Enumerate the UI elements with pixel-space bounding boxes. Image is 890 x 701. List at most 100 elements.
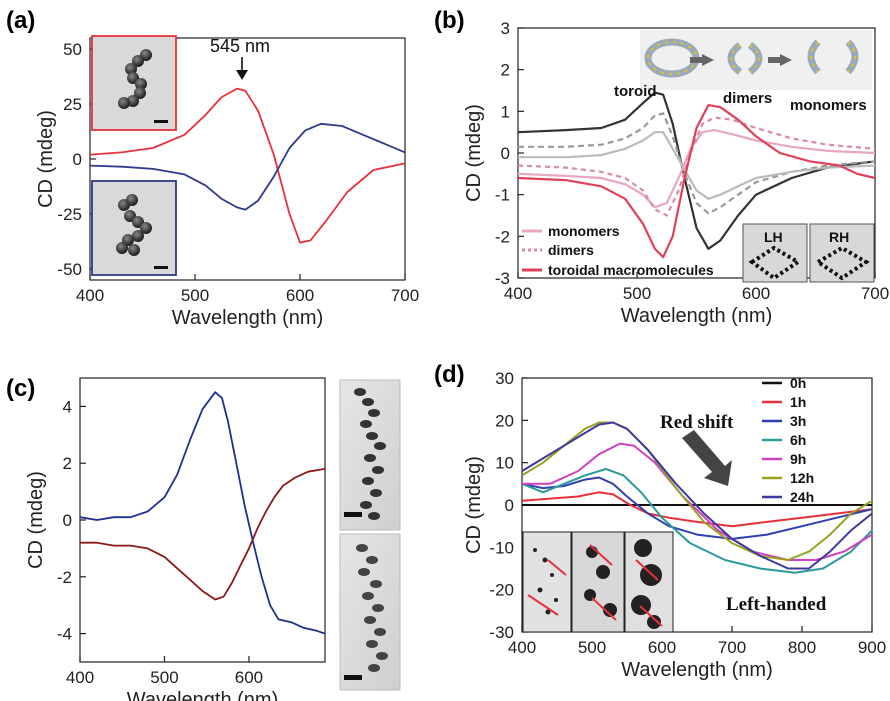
series-line-c-0: [79, 391, 326, 635]
panel-label-b: (b): [434, 7, 465, 34]
assembly-scheme: toroid dimers monomers: [614, 30, 872, 114]
legend-b: monomers dimers toroidal macromolecules: [522, 223, 714, 278]
arrow-icon: [768, 54, 792, 66]
series-line-3h: [521, 476, 873, 540]
y-tick-label: 4: [63, 397, 72, 416]
x-tick-label: 600: [648, 638, 676, 657]
plot-frame-c: [79, 377, 326, 663]
y-tick-label: 10: [495, 454, 514, 473]
tem-inset-d: [522, 531, 674, 633]
x-tick-label: 500: [181, 286, 209, 305]
y-tick-label: 50: [63, 40, 82, 59]
red-shift-label: Red shift: [660, 412, 734, 433]
legend-label-1h: 1h: [790, 394, 806, 410]
arrow-icon: [682, 430, 732, 486]
y-tick-label: 2: [501, 61, 510, 80]
y-tick-label: -2: [495, 227, 510, 246]
scale-bar: [344, 512, 362, 517]
y-tick-label: -1: [495, 186, 510, 205]
x-axis-label: Wavelength (nm): [621, 659, 773, 681]
panel-b: 400 500 600 700 -3 -2 -1 0 1 2 3 Wavelength (nm) CD …: [463, 19, 889, 327]
nanorod-chain: [354, 388, 386, 520]
tem-image-bottom: [339, 533, 401, 691]
x-tick-label: 400: [76, 286, 104, 305]
x-tick-label: 700: [391, 286, 419, 305]
series-line-c-1: [80, 468, 326, 601]
inset-label-rh: RH: [829, 229, 849, 245]
y-tick-label: 0: [73, 150, 82, 169]
arrow-icon: [527, 544, 663, 627]
series-line-b-5: [517, 103, 876, 259]
x-axis-label: Wavelength (nm): [127, 689, 279, 701]
scheme-label-dimers: dimers: [723, 90, 772, 107]
y-tick-label: -30: [489, 623, 514, 642]
panel-d: 400 500 600 700 800 900 -30 -20 -10 0 10 20 30 Wavele…: [463, 369, 886, 681]
series-line-a-0: [89, 87, 406, 244]
panel-a: 400 500 600 700 -50 -25 0 25 50 Wavelength (nm) CD…: [35, 37, 419, 329]
y-tick-label: -20: [489, 581, 514, 600]
peak-label: 545 nm: [210, 36, 270, 56]
y-tick-label: -25: [57, 205, 82, 224]
x-tick-label: 400: [66, 668, 94, 687]
tem-inset-blue: [91, 180, 177, 276]
panel-label-c: (c): [6, 375, 35, 402]
peak-arrow-head: [236, 70, 248, 80]
inset-label-lh: LH: [764, 229, 783, 245]
left-handed-label: Left-handed: [726, 594, 827, 615]
x-tick-label: 500: [150, 668, 178, 687]
x-tick-label: 500: [578, 638, 606, 657]
y-tick-label: -3: [495, 269, 510, 288]
nanoparticle-helix-down: [116, 194, 152, 256]
arrow-icon: [690, 54, 714, 66]
x-tick-label: 900: [858, 638, 886, 657]
toroid-dots-lh: [748, 245, 802, 281]
scheme-label-toroid: toroid: [614, 83, 657, 100]
legend-label-0h: 0h: [790, 375, 806, 391]
series-line-12h: [521, 421, 873, 561]
x-tick-label: 400: [508, 638, 536, 657]
series-line-1h: [521, 491, 873, 528]
tem-inset-lh-rh: LH RH: [742, 223, 875, 283]
y-tick-label: -2: [57, 568, 72, 587]
y-axis-label: CD (mdeg): [463, 104, 485, 202]
series-line-6h: [521, 468, 873, 574]
y-tick-label: 2: [63, 454, 72, 473]
panel-label-a: (a): [6, 7, 35, 34]
x-tick-label: 600: [742, 284, 770, 303]
legend-label-9h: 9h: [790, 451, 806, 467]
y-tick-label: 0: [501, 144, 510, 163]
nanorod-chain: [356, 544, 388, 672]
y-axis-label: CD (mdeg): [25, 471, 47, 569]
scale-bar: [154, 266, 168, 269]
legend-label-12h: 12h: [790, 470, 814, 486]
legend-label-3h: 3h: [790, 413, 806, 429]
legend-label-dimers: dimers: [548, 242, 594, 258]
y-axis-label: CD (mdeg): [35, 110, 57, 208]
legend-label-24h: 24h: [790, 489, 814, 505]
x-tick-label: 500: [623, 284, 651, 303]
y-tick-label: 0: [63, 511, 72, 530]
scale-bar: [154, 120, 168, 123]
x-tick-label: 800: [788, 638, 816, 657]
panel-c: 400 500 600 -4 -2 0 2 4 Wavelength (nm) CD (mdeg): [25, 377, 326, 701]
y-axis-label: CD (mdeg): [463, 456, 485, 554]
legend-label-monomers: monomers: [548, 223, 620, 239]
y-tick-label: 1: [501, 102, 510, 121]
x-tick-label: 700: [718, 638, 746, 657]
panel-a-annotation: 545 nm: [210, 36, 270, 80]
series-line-b-2: [518, 131, 876, 200]
y-tick-label: 30: [495, 369, 514, 388]
series-line-24h: [521, 421, 873, 570]
legend-label-6h: 6h: [790, 432, 806, 448]
x-tick-label: 400: [504, 284, 532, 303]
scheme-label-monomers: monomers: [790, 97, 867, 114]
y-tick-label: 3: [501, 19, 510, 38]
x-axis-label: Wavelength (nm): [621, 305, 773, 327]
nanoparticle-helix-up: [118, 49, 152, 109]
y-tick-label: -4: [57, 625, 72, 644]
red-shift-annotation: Red shift: [660, 412, 734, 486]
legend-label-toroidal: toroidal macromolecules: [548, 262, 714, 278]
tem-inset-red: [91, 35, 177, 131]
tem-image-top: [339, 379, 401, 531]
